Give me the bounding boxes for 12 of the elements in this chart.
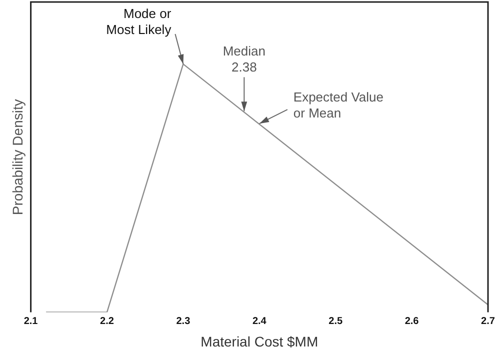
x-tick-label: 2.5	[328, 316, 343, 327]
x-tick-label: 2.6	[404, 316, 420, 327]
annotation: Expected Value or Mean	[293, 90, 384, 121]
y-axis-title: Probability Density	[9, 99, 26, 216]
x-tick-label: 2.2	[100, 316, 114, 327]
x-tick-label: 2.7	[481, 316, 496, 327]
x-tick-label: 2.1	[24, 316, 38, 327]
annotation: Mode or Most Likely	[106, 6, 172, 38]
x-axis-title: Material Cost $MM	[200, 333, 318, 350]
annotation: Median 2.38	[222, 43, 266, 74]
x-tick-label: 2.4	[252, 316, 267, 327]
x-tick-label: 2.3	[176, 316, 191, 327]
